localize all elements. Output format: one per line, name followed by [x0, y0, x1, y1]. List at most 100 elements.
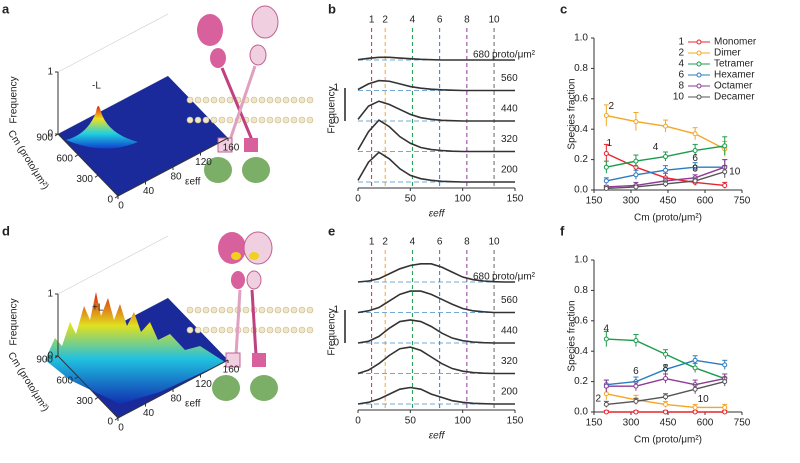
x-tick-label: 160 — [223, 143, 240, 154]
row-label: 440 — [501, 326, 518, 337]
y-axis-label: Species fraction — [567, 78, 578, 149]
row-label: 560 — [501, 73, 518, 84]
fit-curve — [357, 151, 515, 183]
surface-peak — [45, 292, 225, 404]
x-tick-label: 80 — [170, 172, 182, 183]
series-tag: 8 — [692, 163, 698, 174]
decorations — [45, 5, 314, 418]
marker-label: 8 — [464, 237, 470, 248]
data-point — [603, 391, 609, 397]
legend-tag: 2 — [678, 48, 684, 59]
data-point — [633, 184, 639, 190]
y-axis-label: Frequency — [327, 308, 338, 355]
data-point — [603, 164, 609, 170]
x-axis-label: εeff — [185, 399, 201, 410]
data-point — [692, 131, 698, 137]
legend-marker — [696, 50, 702, 56]
tick-mark — [74, 376, 79, 380]
fit-curve — [357, 319, 515, 344]
row-label: 680 — [473, 272, 490, 283]
x-tick-label: 160 — [223, 365, 240, 376]
x-tick-label: 300 — [623, 196, 640, 207]
protein-cartoon — [186, 231, 314, 401]
surface-floor — [58, 76, 228, 196]
panel-label: a — [2, 1, 10, 16]
unit-label: proto/μm² — [492, 50, 536, 61]
grid-line — [57, 13, 169, 73]
y-tick-label: 0.0 — [574, 185, 588, 196]
tick-mark — [114, 195, 119, 199]
y-tick-label: 300 — [76, 174, 93, 185]
panel-label: c — [560, 1, 567, 16]
data-point — [692, 178, 698, 184]
data-point — [603, 409, 609, 415]
x-axis-label: εeff — [429, 209, 446, 220]
data-point — [663, 401, 669, 407]
data-point — [633, 172, 639, 178]
scale-label: 0 — [333, 338, 339, 349]
data-point — [633, 119, 639, 125]
series-tag: 1 — [607, 138, 613, 149]
fit-curve — [357, 386, 515, 405]
x-tick-label: 300 — [623, 418, 640, 429]
series-tag: 4 — [653, 142, 659, 153]
data-point — [633, 158, 639, 164]
y-axis-label: Frequency — [327, 86, 338, 133]
legend-label: Monomer — [714, 37, 757, 48]
fit-curve — [357, 100, 515, 122]
row-label: 200 — [501, 165, 518, 176]
x-tick-label: 150 — [507, 194, 524, 205]
data-point — [603, 113, 609, 119]
x-tick-label: 40 — [143, 186, 155, 197]
y-tick-label: 0.2 — [574, 154, 588, 165]
data-point — [633, 338, 639, 344]
y-tick-label: 0.4 — [574, 346, 588, 357]
marker-label: 10 — [489, 15, 501, 26]
data-point — [663, 366, 669, 372]
tick-mark — [94, 396, 99, 400]
legend-marker — [696, 61, 702, 67]
panel-label: d — [2, 223, 10, 238]
legend-marker — [696, 83, 702, 89]
data-point — [603, 178, 609, 184]
y-tick-label: 0.4 — [574, 124, 588, 135]
z-axis-label: Frequency — [9, 298, 20, 345]
series-tag: 4 — [604, 324, 610, 335]
data-point — [663, 409, 669, 415]
data-point — [692, 365, 698, 371]
x-axis-label: εeff — [185, 177, 201, 188]
x-tick-label: 80 — [170, 394, 182, 405]
data-point — [663, 123, 669, 129]
y-tick-label: 0.8 — [574, 285, 588, 296]
x-tick-label: 100 — [454, 194, 471, 205]
scale-label: 1 — [333, 305, 339, 316]
data-point — [663, 181, 669, 187]
x-tick-label: 0 — [355, 416, 361, 427]
y-tick-label: 0.8 — [574, 63, 588, 74]
data-point — [692, 386, 698, 392]
y-tick-label: 1.0 — [574, 33, 588, 44]
z-tick-label: 0 — [47, 129, 53, 140]
legend-label: Tetramer — [714, 59, 754, 70]
fit-curve — [357, 290, 515, 314]
x-tick-label: 0 — [355, 194, 361, 205]
data-point — [663, 376, 669, 382]
series-tag: 8 — [663, 363, 669, 374]
fit-curve — [357, 79, 515, 92]
surface-peak — [66, 106, 138, 149]
data-point — [692, 164, 698, 170]
panel-label: f — [560, 223, 565, 238]
x-tick-label: 450 — [660, 418, 677, 429]
series-tag: 2 — [609, 101, 615, 112]
marker-label: 8 — [464, 15, 470, 26]
legend-label: Hexamer — [714, 70, 755, 81]
x-tick-label: 600 — [697, 196, 714, 207]
grid-line — [57, 235, 169, 295]
y-tick-label: 0.2 — [574, 376, 588, 387]
fit-curve — [357, 119, 515, 153]
x-tick-label: 150 — [507, 416, 524, 427]
y-tick-label: 0 — [107, 417, 113, 428]
data-point — [692, 147, 698, 153]
marker-label: 6 — [437, 237, 443, 248]
